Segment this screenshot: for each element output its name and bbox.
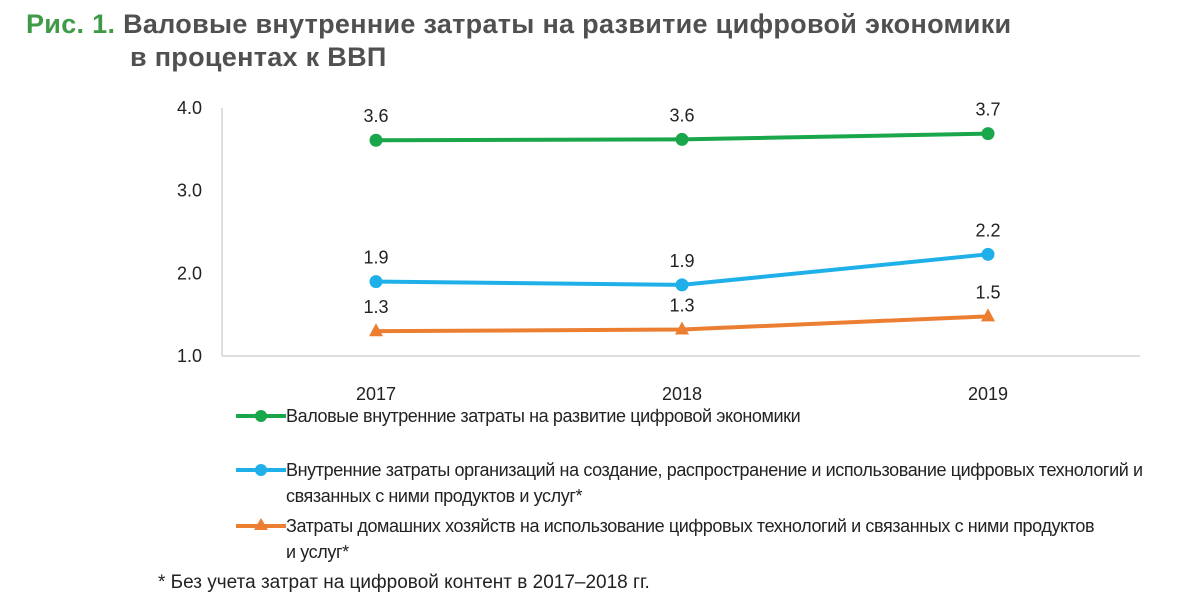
data-label: 1.9: [669, 251, 694, 271]
data-point-marker: [369, 133, 383, 147]
data-label: 3.7: [975, 100, 1000, 120]
data-label: 3.6: [363, 106, 388, 126]
data-label: 1.5: [975, 282, 1000, 302]
x-tick-label: 2017: [356, 384, 396, 404]
x-tick-label: 2019: [968, 384, 1008, 404]
legend-label: Затраты домашних хозяйств на использован…: [286, 516, 1095, 562]
y-tick-label: 2.0: [177, 263, 202, 283]
title-line-2: в процентах к ВВП: [130, 42, 387, 72]
legend-swatch-green-circle: [236, 410, 286, 422]
y-tick-label: 3.0: [177, 181, 202, 201]
figure-number: Рис. 1.: [26, 9, 116, 39]
legend-label: Внутренние затраты организаций на создан…: [286, 460, 1143, 506]
data-point-marker: [981, 308, 995, 322]
data-point-marker: [675, 132, 689, 146]
legend-swatch-orange-triangle: [236, 518, 286, 530]
footnote: * Без учета затрат на цифровой контент в…: [158, 572, 650, 593]
data-point-marker: [981, 127, 995, 141]
y-tick-label: 4.0: [177, 98, 202, 118]
data-label: 3.6: [669, 105, 694, 125]
data-label: 1.3: [669, 296, 694, 316]
legend-swatch-blue-circle: [236, 464, 286, 476]
legend-label: Валовые внутренние затраты на развитие ц…: [286, 406, 801, 426]
data-point-marker: [369, 275, 383, 289]
x-tick-label: 2018: [662, 384, 702, 404]
data-label: 2.2: [975, 220, 1000, 240]
title-line-1: Валовые внутренние затраты на развитие ц…: [123, 9, 1012, 39]
y-tick-label: 1.0: [177, 346, 202, 366]
data-point-marker: [981, 247, 995, 261]
data-label: 1.3: [363, 297, 388, 317]
data-label: 1.9: [363, 248, 388, 268]
chart-title: Рис. 1. Валовые внутренние затраты на ра…: [26, 8, 1011, 74]
data-point-marker: [675, 278, 689, 292]
data-point-marker: [369, 323, 383, 337]
data-point-marker: [675, 321, 689, 335]
